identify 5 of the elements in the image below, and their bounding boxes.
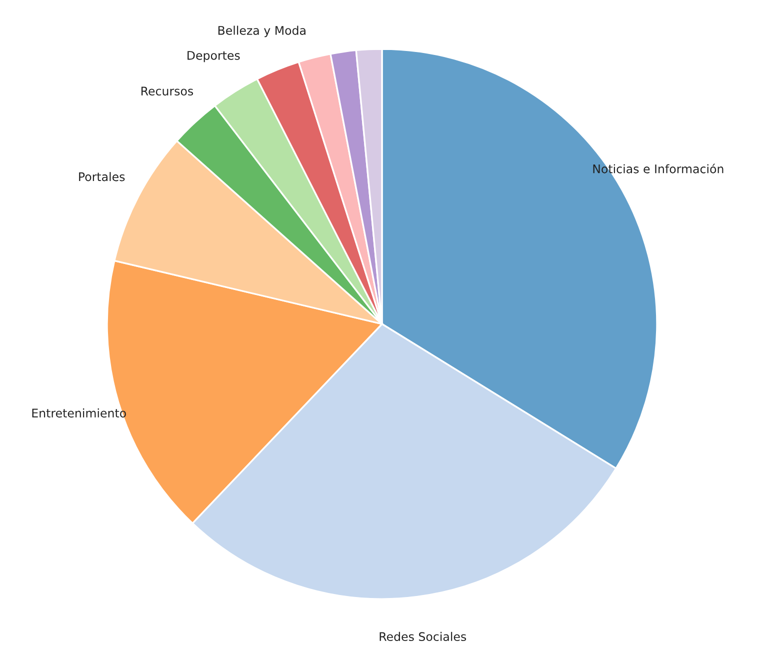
- slice-label: Portales: [79, 172, 125, 182]
- slice-label: Redes Sociales: [380, 632, 466, 642]
- slice-label: Deportes: [188, 51, 240, 62]
- slice-label: Recursos: [141, 86, 194, 96]
- slice-label: Belleza y Moda: [218, 26, 306, 38]
